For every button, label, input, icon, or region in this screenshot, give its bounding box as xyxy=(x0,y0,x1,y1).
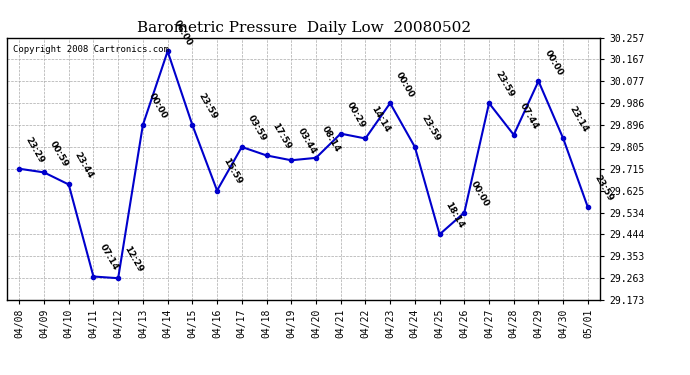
Text: 23:59: 23:59 xyxy=(419,113,441,143)
Text: 14:14: 14:14 xyxy=(370,105,392,134)
Text: 00:00: 00:00 xyxy=(147,92,169,121)
Text: 23:59: 23:59 xyxy=(197,92,219,121)
Text: 23:59: 23:59 xyxy=(592,174,614,203)
Text: 00:00: 00:00 xyxy=(394,70,416,99)
Text: 23:44: 23:44 xyxy=(73,151,95,180)
Text: 17:59: 17:59 xyxy=(270,122,293,151)
Text: 00:29: 00:29 xyxy=(345,100,367,129)
Text: 23:14: 23:14 xyxy=(567,105,589,134)
Text: 08:14: 08:14 xyxy=(320,124,342,154)
Text: 07:14: 07:14 xyxy=(97,243,120,272)
Text: 03:59: 03:59 xyxy=(246,114,268,143)
Text: 00:00: 00:00 xyxy=(469,180,491,209)
Text: 00:00: 00:00 xyxy=(542,48,564,77)
Text: 23:29: 23:29 xyxy=(23,135,46,165)
Text: 12:29: 12:29 xyxy=(122,244,144,274)
Text: 18:14: 18:14 xyxy=(444,201,466,230)
Text: 23:59: 23:59 xyxy=(493,69,515,99)
Text: Copyright 2008 Cartronics.com: Copyright 2008 Cartronics.com xyxy=(13,45,169,54)
Title: Barometric Pressure  Daily Low  20080502: Barometric Pressure Daily Low 20080502 xyxy=(137,21,471,35)
Text: 07:44: 07:44 xyxy=(518,101,540,130)
Text: 06:00: 06:00 xyxy=(172,18,194,47)
Text: 03:44: 03:44 xyxy=(295,127,317,156)
Text: 15:59: 15:59 xyxy=(221,157,244,186)
Text: 00:59: 00:59 xyxy=(48,139,70,168)
